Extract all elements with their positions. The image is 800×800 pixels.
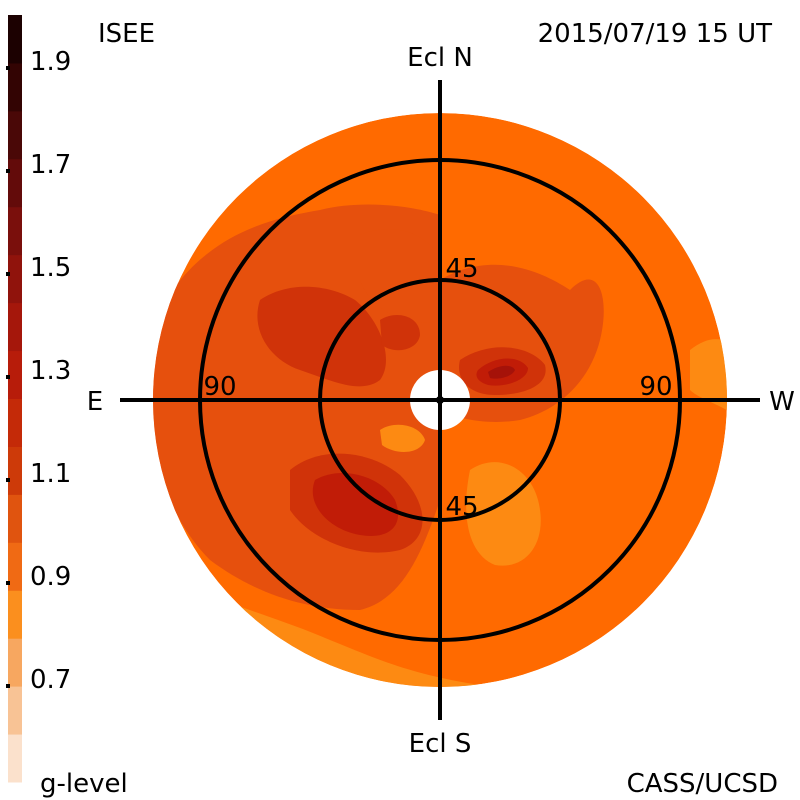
colorbar-swatch <box>8 15 22 64</box>
ring-label-outer-west: 90 <box>639 372 672 402</box>
colorbar-tick-mark <box>6 272 10 276</box>
ring-label-outer-east: 90 <box>203 372 236 402</box>
colorbar-swatch <box>8 206 22 256</box>
colorbar-swatch <box>8 638 22 687</box>
colorbar-tick-mark <box>6 581 10 585</box>
colorbar-swatch <box>8 302 22 352</box>
ring-label-inner-north: 45 <box>445 254 478 284</box>
colorbar-tick-mark <box>6 375 10 379</box>
colorbar-tick-mark <box>6 66 10 70</box>
east-label: E <box>87 387 103 417</box>
colorbar-ticks: 1.9 1.7 1.5 1.3 1.1 0.9 0.7 <box>6 47 71 695</box>
colorbar-swatch <box>8 110 22 160</box>
colorbar-swatch <box>8 446 22 495</box>
colorbar-tick-label: 1.1 <box>30 459 71 489</box>
colorbar-tick-label: 1.5 <box>30 253 71 283</box>
region-very-high-south <box>312 472 399 536</box>
colorbar-swatch <box>8 542 22 591</box>
colorbar-tick-mark <box>6 684 10 688</box>
region-mid-north <box>360 229 440 323</box>
colorbar-swatch <box>8 254 22 304</box>
source-label: ISEE <box>98 19 155 49</box>
region-high-north <box>380 315 420 351</box>
credit-label: CASS/UCSD <box>627 769 778 799</box>
center-dot <box>436 396 444 404</box>
colorbar-swatch <box>8 494 22 543</box>
region-low-center <box>380 424 425 452</box>
colorbar-tick-label: 0.9 <box>30 562 71 592</box>
region-peak-east <box>488 365 515 379</box>
ring-label-inner-south: 45 <box>445 492 478 522</box>
colorbar-tick-label: 1.7 <box>30 150 71 180</box>
colorbar-tick-mark <box>6 478 10 482</box>
timestamp-label: 2015/07/19 15 UT <box>538 19 772 49</box>
colorbar-tick-label: 1.3 <box>30 356 71 386</box>
north-label: Ecl N <box>407 43 473 73</box>
colorbar <box>8 15 22 783</box>
colorbar-swatch <box>8 158 22 208</box>
colorbar-swatch <box>8 350 22 399</box>
colorbar-title: g-level <box>40 769 128 799</box>
density-disk <box>153 113 727 687</box>
colorbar-tick-label: 1.9 <box>30 47 71 77</box>
colorbar-swatch <box>8 62 22 112</box>
west-label: W <box>769 387 795 417</box>
colorbar-swatch <box>8 398 22 447</box>
colorbar-swatch <box>8 590 22 639</box>
colorbar-swatch <box>8 734 22 783</box>
region-high-west <box>257 286 386 387</box>
south-label: Ecl S <box>409 729 472 759</box>
region-low-west <box>690 339 727 420</box>
colorbar-swatch <box>8 686 22 735</box>
colorbar-tick-label: 0.7 <box>30 665 71 695</box>
colorbar-tick-mark <box>6 169 10 173</box>
